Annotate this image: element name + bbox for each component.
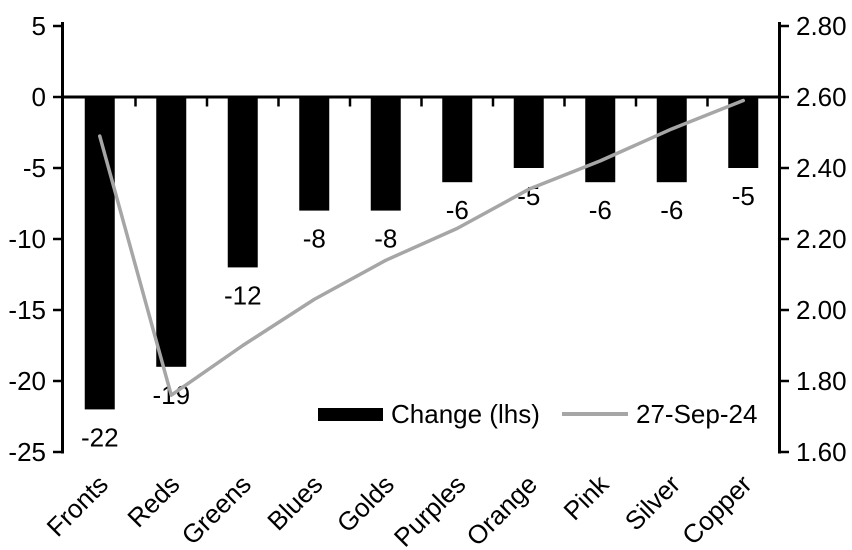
right-axis-tick-label: 2.40	[796, 153, 847, 183]
bar	[656, 97, 687, 183]
category-label: Silver	[619, 469, 686, 536]
bar-value-label: -8	[374, 224, 397, 254]
left-axis-tick-label: -25	[8, 437, 46, 467]
bar-value-label: -6	[589, 195, 612, 225]
left-axis-tick-label: -10	[8, 224, 46, 254]
bar	[156, 97, 187, 367]
bars-group	[84, 97, 759, 410]
bar	[728, 97, 759, 168]
bar-value-label: -22	[81, 422, 119, 452]
bar-value-label: -6	[446, 195, 469, 225]
bar	[442, 97, 473, 183]
bar	[585, 97, 616, 183]
bar	[227, 97, 258, 268]
bar	[84, 97, 115, 410]
bar-value-label: -6	[660, 195, 683, 225]
right-axis-tick-label: 2.60	[796, 82, 847, 112]
left-axis-tick-label: -15	[8, 295, 46, 325]
price-line	[98, 98, 745, 397]
bar-value-label: -5	[732, 181, 755, 211]
right-axis-tick-label: 2.80	[796, 11, 847, 41]
bar	[513, 97, 544, 168]
category-label: Pink	[558, 468, 616, 526]
left-axis-tick-label: -20	[8, 366, 46, 396]
right-axis-tick-label: 2.20	[796, 224, 847, 254]
category-label: Fronts	[41, 469, 114, 542]
bar	[370, 97, 401, 211]
left-axis: 5 0 -5 -10 -15 -20 -25	[8, 11, 64, 467]
bar	[299, 97, 330, 211]
right-axis-tick-label: 2.00	[796, 295, 847, 325]
category-label: Purples	[388, 469, 472, 550]
category-label: Greens	[175, 469, 257, 550]
left-axis-tick-label: 5	[32, 11, 46, 41]
category-label: Reds	[121, 469, 185, 533]
bar-value-label: -12	[224, 280, 262, 310]
category-label: Golds	[331, 469, 400, 538]
category-label: Blues	[261, 469, 328, 536]
left-axis-tick-label: 0	[32, 82, 46, 112]
category-label: Copper	[676, 469, 758, 550]
right-axis-tick-label: 1.60	[796, 437, 847, 467]
x-axis	[61, 95, 780, 107]
right-axis: 2.80 2.60 2.40 2.20 2.00 1.80 1.60	[778, 11, 847, 467]
right-axis-tick-label: 1.80	[796, 366, 847, 396]
left-axis-tick-label: -5	[23, 153, 46, 183]
bar-value-label: -8	[303, 224, 326, 254]
category-label: Orange	[460, 469, 543, 550]
